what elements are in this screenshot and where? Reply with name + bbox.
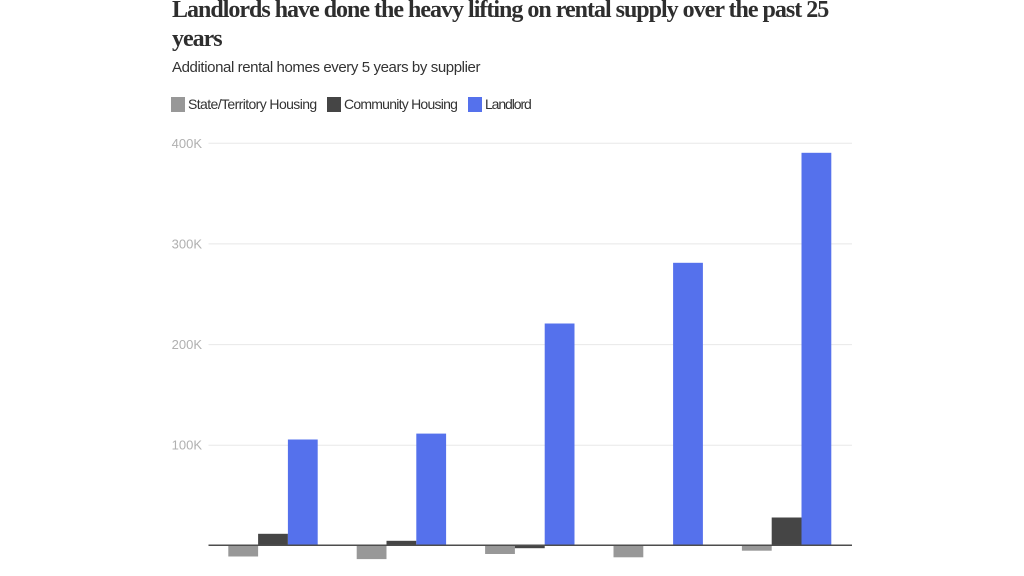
- svg-text:300K: 300K: [172, 236, 203, 251]
- svg-text:100K: 100K: [172, 438, 203, 453]
- svg-text:400K: 400K: [172, 136, 203, 151]
- svg-text:200K: 200K: [172, 337, 203, 352]
